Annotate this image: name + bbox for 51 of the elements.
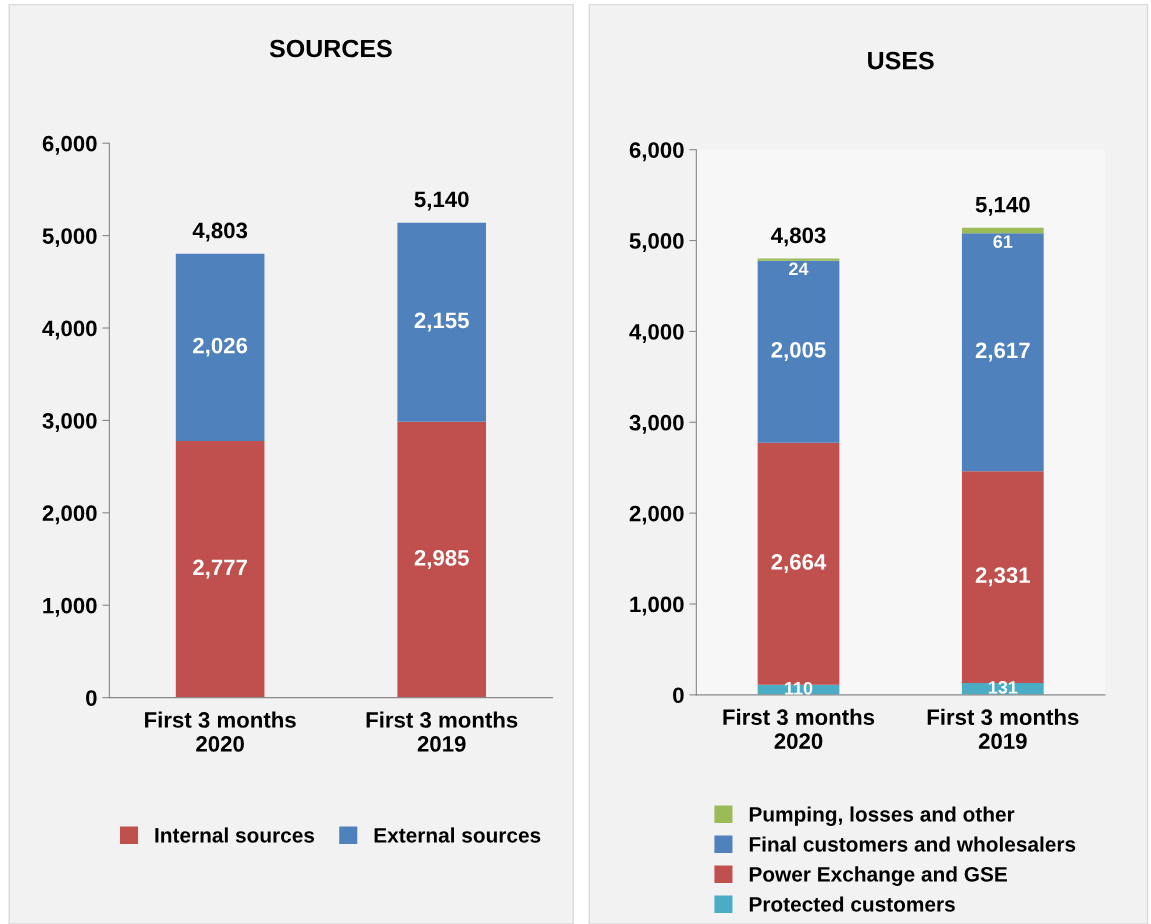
- y-tick-label: 3,000: [42, 412, 97, 432]
- bar: [757, 260, 840, 443]
- data-label: 2,617: [975, 342, 1030, 362]
- total-label: 4,803: [771, 227, 826, 247]
- legend-label: Pumping, losses and other: [749, 806, 1015, 826]
- x-tick-label: First 3 months 2020: [723, 708, 875, 749]
- data-label: 2,155: [414, 312, 469, 332]
- data-label: 2,777: [193, 559, 247, 579]
- bar: [757, 258, 840, 261]
- bar: [175, 253, 265, 442]
- x-tick-label: First 3 months 2019: [366, 711, 518, 752]
- y-tick-label: 3,000: [629, 414, 684, 434]
- legend-label: Internal sources: [155, 827, 315, 843]
- data-label: 110: [785, 681, 813, 695]
- y-tick-label: 5,000: [42, 228, 97, 248]
- y-tick-label: 1,000: [43, 597, 97, 617]
- bar: [175, 441, 265, 698]
- bar: [961, 471, 1044, 683]
- bar: [961, 233, 1044, 472]
- legend-label: External sources: [374, 827, 541, 843]
- y-tick-label: 2,000: [629, 505, 684, 525]
- chart-title: USES: [868, 51, 934, 70]
- y-tick-label: 1,000: [630, 596, 684, 616]
- bar: [397, 222, 487, 422]
- data-label: 61: [993, 235, 1013, 248]
- data-label: 2,331: [975, 567, 1030, 587]
- data-label: 2,005: [771, 341, 826, 361]
- y-tick-label: 0: [86, 690, 97, 706]
- chart-title: SOURCES: [269, 39, 392, 58]
- y-tick-label: 4,000: [42, 320, 97, 340]
- x-tick-label: First 3 months 2019: [927, 708, 1079, 749]
- bar: [397, 421, 487, 698]
- y-tick-label: 0: [673, 687, 684, 704]
- legend-label: Protected customers: [749, 896, 955, 912]
- legend-label: Final customers and wholesalers: [749, 836, 1076, 852]
- legend-label: Power Exchange and GSE: [749, 866, 1007, 886]
- data-label: 131: [988, 680, 1018, 694]
- data-label: 2,664: [771, 554, 827, 574]
- y-tick-label: 6,000: [629, 142, 684, 162]
- x-tick-label: First 3 months 2020: [145, 711, 296, 752]
- bar: [961, 227, 1044, 234]
- total-label: 5,140: [414, 191, 469, 211]
- y-tick-label: 2,000: [42, 505, 97, 525]
- y-tick-label: 5,000: [629, 233, 684, 253]
- data-label: 2,026: [193, 337, 248, 357]
- data-label: 24: [789, 262, 809, 276]
- total-label: 5,140: [975, 196, 1030, 216]
- y-tick-label: 4,000: [629, 323, 684, 343]
- data-label: 2,985: [414, 549, 469, 569]
- y-tick-label: 6,000: [42, 135, 97, 155]
- total-label: 4,803: [192, 222, 248, 242]
